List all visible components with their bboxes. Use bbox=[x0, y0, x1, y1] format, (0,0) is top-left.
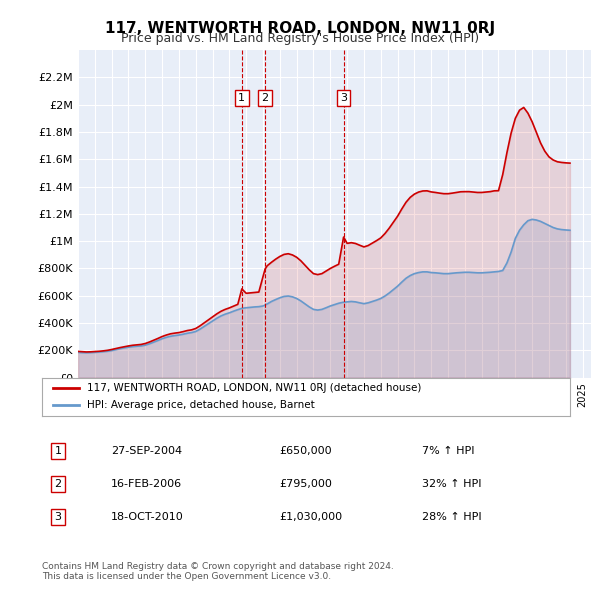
Text: 117, WENTWORTH ROAD, LONDON, NW11 0RJ: 117, WENTWORTH ROAD, LONDON, NW11 0RJ bbox=[105, 21, 495, 35]
Text: £795,000: £795,000 bbox=[280, 479, 332, 489]
Text: 27-SEP-2004: 27-SEP-2004 bbox=[110, 446, 182, 456]
Text: HPI: Average price, detached house, Barnet: HPI: Average price, detached house, Barn… bbox=[87, 400, 314, 410]
Text: 18-OCT-2010: 18-OCT-2010 bbox=[110, 512, 184, 522]
Text: Price paid vs. HM Land Registry's House Price Index (HPI): Price paid vs. HM Land Registry's House … bbox=[121, 32, 479, 45]
Text: £1,030,000: £1,030,000 bbox=[280, 512, 343, 522]
Text: 2: 2 bbox=[262, 93, 269, 103]
Text: 1: 1 bbox=[238, 93, 245, 103]
Text: 2: 2 bbox=[54, 479, 61, 489]
Text: Contains HM Land Registry data © Crown copyright and database right 2024.
This d: Contains HM Land Registry data © Crown c… bbox=[42, 562, 394, 581]
Text: 28% ↑ HPI: 28% ↑ HPI bbox=[422, 512, 482, 522]
Text: 32% ↑ HPI: 32% ↑ HPI bbox=[422, 479, 482, 489]
Text: 1: 1 bbox=[55, 446, 61, 456]
Text: 3: 3 bbox=[340, 93, 347, 103]
Text: 3: 3 bbox=[55, 512, 61, 522]
Text: 7% ↑ HPI: 7% ↑ HPI bbox=[422, 446, 475, 456]
Text: 117, WENTWORTH ROAD, LONDON, NW11 0RJ (detached house): 117, WENTWORTH ROAD, LONDON, NW11 0RJ (d… bbox=[87, 384, 421, 394]
Text: 16-FEB-2006: 16-FEB-2006 bbox=[110, 479, 182, 489]
Text: £650,000: £650,000 bbox=[280, 446, 332, 456]
